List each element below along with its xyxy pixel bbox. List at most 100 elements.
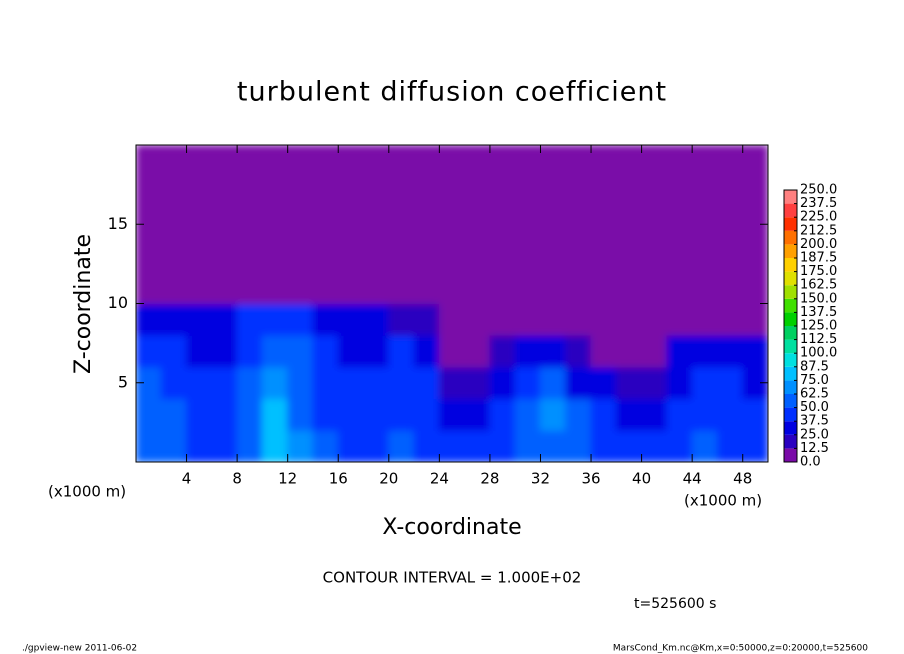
field-cell	[514, 398, 541, 431]
x-tick-label: 4	[182, 470, 192, 488]
colorbar-band	[784, 448, 797, 462]
field-cell	[691, 429, 718, 462]
chart-title: turbulent diffusion coefficient	[237, 77, 667, 108]
colorbar-label: 250.0	[800, 183, 837, 198]
colorbar-band	[784, 394, 797, 408]
x-unit: (x1000 m)	[684, 492, 762, 510]
colorbar-label: 50.0	[800, 400, 829, 415]
field-cell	[464, 429, 491, 462]
colorbar-label: 100.0	[800, 346, 837, 361]
field-cell	[489, 239, 516, 273]
x-tick-label: 32	[531, 470, 550, 488]
field-cell	[363, 429, 390, 462]
field-cell	[489, 145, 516, 178]
field-cell	[716, 429, 744, 462]
colorbar-label: 125.0	[800, 319, 837, 334]
field-cell	[489, 398, 516, 431]
colorbar-label: 37.5	[800, 414, 829, 429]
field-cell	[337, 145, 365, 178]
colorbar-label: 187.5	[800, 251, 837, 266]
field-cell	[261, 207, 289, 241]
field-cell	[312, 334, 339, 368]
field-cell	[438, 271, 466, 304]
field-cell	[742, 398, 768, 431]
field-cell	[641, 303, 668, 336]
field-cell	[388, 176, 415, 209]
field-cell	[287, 176, 314, 209]
colorbar-band	[784, 244, 797, 258]
field-cell	[363, 207, 390, 241]
field-cell	[413, 145, 440, 178]
x-tick-label: 12	[278, 470, 297, 488]
field-cell	[565, 207, 592, 241]
x-tick-label: 20	[379, 470, 398, 488]
field-cell	[186, 303, 213, 336]
field-cell	[590, 239, 617, 273]
y-axis-label: Z-coordinate	[71, 234, 96, 374]
colorbar-band	[784, 434, 797, 449]
field-cell	[186, 271, 213, 304]
colorbar-band	[784, 298, 797, 313]
field-cell	[438, 429, 466, 462]
field-cell	[287, 145, 314, 178]
field-cell	[464, 239, 491, 273]
field-cell	[337, 271, 365, 304]
field-cell	[160, 398, 188, 431]
field-cell	[186, 366, 213, 400]
field-cell	[388, 271, 415, 304]
field-cell	[413, 207, 440, 241]
field-cell	[539, 271, 567, 304]
field-cell	[464, 334, 491, 368]
field-cell	[641, 145, 668, 178]
field-cell	[742, 176, 768, 209]
field-cell	[388, 334, 415, 368]
y-tick-label: 5	[118, 372, 128, 391]
field-cell	[641, 398, 668, 431]
field-cell	[236, 176, 263, 209]
field-cell	[261, 366, 289, 400]
field-cell	[641, 429, 668, 462]
colorbar-band	[784, 421, 797, 435]
field-cell	[514, 271, 541, 304]
field-cell	[312, 207, 339, 241]
colorbar-label: 212.5	[800, 223, 837, 238]
field-cell	[489, 207, 516, 241]
colorbar-label: 225.0	[800, 210, 837, 225]
field-cell	[236, 398, 263, 431]
field-cell	[160, 429, 188, 462]
field-cell	[136, 429, 162, 462]
x-axis-label: X-coordinate	[382, 515, 521, 540]
field-cell	[363, 239, 390, 273]
colorbar-band	[784, 230, 797, 245]
field-cell	[136, 303, 162, 336]
field-cell	[539, 366, 567, 400]
field-cell	[438, 334, 466, 368]
field-cell	[363, 334, 390, 368]
field-cell	[413, 303, 440, 336]
field-cell	[514, 176, 541, 209]
field-cell	[438, 398, 466, 431]
field-cell	[160, 303, 188, 336]
field-cell	[565, 398, 592, 431]
field-cell	[312, 366, 339, 400]
field-cell	[666, 398, 693, 431]
field-cell	[539, 334, 567, 368]
colorbar-band	[784, 326, 797, 340]
field-cell	[413, 398, 440, 431]
field-cell	[261, 271, 289, 304]
field-cell	[363, 145, 390, 178]
colorbar-label: 12.5	[800, 441, 829, 456]
colorbar-label: 75.0	[800, 373, 829, 388]
colorbar-label: 112.5	[800, 332, 837, 347]
field-cell	[641, 366, 668, 400]
field-cell	[539, 176, 567, 209]
field-cell	[261, 303, 289, 336]
field-cell	[312, 271, 339, 304]
x-tick-label: 40	[632, 470, 651, 488]
field-cell	[312, 398, 339, 431]
field-cell	[691, 176, 718, 209]
field-cell	[615, 176, 643, 209]
field-cell	[615, 303, 643, 336]
colorbar-label: 25.0	[800, 427, 829, 442]
field-cell	[565, 429, 592, 462]
